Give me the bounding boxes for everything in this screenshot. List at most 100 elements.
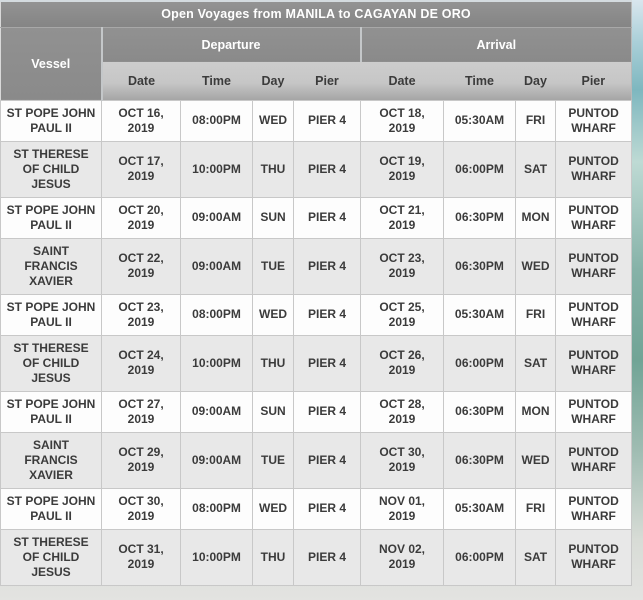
arrival-date-cell: OCT 26, 2019 — [360, 334, 444, 392]
departure-pier-cell: PIER 4 — [293, 293, 361, 336]
arrival-day-cell: SAT — [515, 528, 556, 586]
column-header-arrival-pier: Pier — [555, 62, 632, 100]
group-header-row: Vessel Departure Arrival — [0, 27, 632, 100]
departure-date-cell: OCT 27, 2019 — [101, 390, 181, 433]
departure-day-cell: WED — [252, 487, 294, 530]
departure-pier-cell: PIER 4 — [293, 140, 361, 198]
vessel-cell: ST POPE JOHN PAUL II — [0, 390, 102, 433]
arrival-group-header: Arrival — [359, 27, 632, 62]
title-row: Open Voyages from MANILA to CAGAYAN DE O… — [0, 1, 632, 28]
arrival-day-cell: FRI — [515, 487, 556, 530]
departure-pier-cell: PIER 4 — [293, 431, 361, 489]
vessel-cell: SAINT FRANCIS XAVIER — [0, 237, 102, 295]
departure-time-cell: 08:00PM — [180, 293, 253, 336]
arrival-day-cell: FRI — [515, 99, 556, 142]
departure-date-cell: OCT 30, 2019 — [101, 487, 181, 530]
voyage-table: Open Voyages from MANILA to CAGAYAN DE O… — [0, 0, 633, 586]
departure-pier-cell: PIER 4 — [293, 99, 361, 142]
arrival-time-cell: 05:30AM — [443, 487, 516, 530]
arrival-day-cell: MON — [515, 390, 556, 433]
table-row: ST THERESE OF CHILD JESUS OCT 24, 2019 1… — [0, 334, 633, 392]
vessel-column-header: Vessel — [0, 27, 103, 100]
vessel-cell: SAINT FRANCIS XAVIER — [0, 431, 102, 489]
arrival-date-cell: OCT 28, 2019 — [360, 390, 444, 433]
table-row: ST POPE JOHN PAUL II OCT 16, 2019 08:00P… — [0, 99, 633, 142]
vessel-cell: ST POPE JOHN PAUL II — [0, 99, 102, 142]
arrival-pier-cell: PUNTOD WHARF — [554, 140, 633, 198]
arrival-date-cell: OCT 19, 2019 — [360, 140, 444, 198]
departure-pier-cell: PIER 4 — [293, 237, 361, 295]
departure-time-cell: 09:00AM — [180, 237, 253, 295]
arrival-day-cell: SAT — [515, 334, 556, 392]
arrival-pier-cell: PUNTOD WHARF — [554, 334, 633, 392]
departure-date-cell: OCT 17, 2019 — [101, 140, 181, 198]
table-row: ST POPE JOHN PAUL II OCT 30, 2019 08:00P… — [0, 487, 633, 530]
table-row: SAINT FRANCIS XAVIER OCT 22, 2019 09:00A… — [0, 237, 633, 295]
table-row: ST THERESE OF CHILD JESUS OCT 17, 2019 1… — [0, 140, 633, 198]
voyage-table-body: ST POPE JOHN PAUL II OCT 16, 2019 08:00P… — [0, 99, 633, 586]
arrival-time-cell: 06:00PM — [443, 334, 516, 392]
arrival-pier-cell: PUNTOD WHARF — [554, 99, 633, 142]
departure-day-cell: THU — [252, 334, 294, 392]
vessel-cell: ST POPE JOHN PAUL II — [0, 487, 102, 530]
arrival-pier-cell: PUNTOD WHARF — [554, 293, 633, 336]
arrival-day-cell: SAT — [515, 140, 556, 198]
column-header-arrival-date: Date — [360, 62, 444, 100]
departure-pier-cell: PIER 4 — [293, 334, 361, 392]
table-row: ST POPE JOHN PAUL II OCT 20, 2019 09:00A… — [0, 196, 633, 239]
departure-date-cell: OCT 31, 2019 — [101, 528, 181, 586]
arrival-date-cell: NOV 02, 2019 — [360, 528, 444, 586]
vessel-cell: ST THERESE OF CHILD JESUS — [0, 140, 102, 198]
departure-pier-cell: PIER 4 — [293, 528, 361, 586]
departure-pier-cell: PIER 4 — [293, 390, 361, 433]
arrival-pier-cell: PUNTOD WHARF — [554, 487, 633, 530]
departure-date-cell: OCT 29, 2019 — [101, 431, 181, 489]
table-title: Open Voyages from MANILA to CAGAYAN DE O… — [0, 1, 632, 28]
vessel-cell: ST POPE JOHN PAUL II — [0, 293, 102, 336]
column-header-departure-time: Time — [180, 62, 253, 100]
table-row: ST POPE JOHN PAUL II OCT 23, 2019 08:00P… — [0, 293, 633, 336]
departure-time-cell: 08:00PM — [180, 487, 253, 530]
column-header-arrival-day: Day — [515, 62, 556, 100]
departure-time-cell: 09:00AM — [180, 196, 253, 239]
column-header-departure-pier: Pier — [293, 62, 361, 100]
table-row: ST THERESE OF CHILD JESUS OCT 31, 2019 1… — [0, 528, 633, 586]
arrival-pier-cell: PUNTOD WHARF — [554, 390, 633, 433]
vessel-cell: ST POPE JOHN PAUL II — [0, 196, 102, 239]
departure-day-cell: THU — [252, 140, 294, 198]
arrival-pier-cell: PUNTOD WHARF — [554, 237, 633, 295]
arrival-day-cell: FRI — [515, 293, 556, 336]
departure-date-cell: OCT 23, 2019 — [101, 293, 181, 336]
departure-day-cell: WED — [252, 99, 294, 142]
departure-pier-cell: PIER 4 — [293, 487, 361, 530]
departure-date-cell: OCT 24, 2019 — [101, 334, 181, 392]
departure-day-cell: WED — [252, 293, 294, 336]
departure-time-cell: 08:00PM — [180, 99, 253, 142]
departure-time-cell: 09:00AM — [180, 431, 253, 489]
arrival-time-cell: 06:30PM — [443, 237, 516, 295]
arrival-date-cell: OCT 18, 2019 — [360, 99, 444, 142]
arrival-time-cell: 06:00PM — [443, 528, 516, 586]
departure-day-cell: SUN — [252, 390, 294, 433]
arrival-date-cell: OCT 23, 2019 — [360, 237, 444, 295]
departure-date-cell: OCT 20, 2019 — [101, 196, 181, 239]
departure-day-cell: TUE — [252, 431, 294, 489]
arrival-pier-cell: PUNTOD WHARF — [554, 431, 633, 489]
departure-time-cell: 10:00PM — [180, 334, 253, 392]
arrival-date-cell: OCT 30, 2019 — [360, 431, 444, 489]
departure-day-cell: TUE — [252, 237, 294, 295]
vessel-cell: ST THERESE OF CHILD JESUS — [0, 528, 102, 586]
arrival-time-cell: 06:30PM — [443, 431, 516, 489]
arrival-time-cell: 06:30PM — [443, 196, 516, 239]
arrival-day-cell: WED — [515, 237, 556, 295]
column-header-arrival-time: Time — [443, 62, 516, 100]
departure-time-cell: 09:00AM — [180, 390, 253, 433]
arrival-pier-cell: PUNTOD WHARF — [554, 196, 633, 239]
departure-pier-cell: PIER 4 — [293, 196, 361, 239]
column-header-departure-day: Day — [252, 62, 294, 100]
arrival-date-cell: OCT 25, 2019 — [360, 293, 444, 336]
departure-date-cell: OCT 22, 2019 — [101, 237, 181, 295]
arrival-time-cell: 05:30AM — [443, 293, 516, 336]
departure-group-header: Departure — [101, 27, 361, 62]
table-row: ST POPE JOHN PAUL II OCT 27, 2019 09:00A… — [0, 390, 633, 433]
